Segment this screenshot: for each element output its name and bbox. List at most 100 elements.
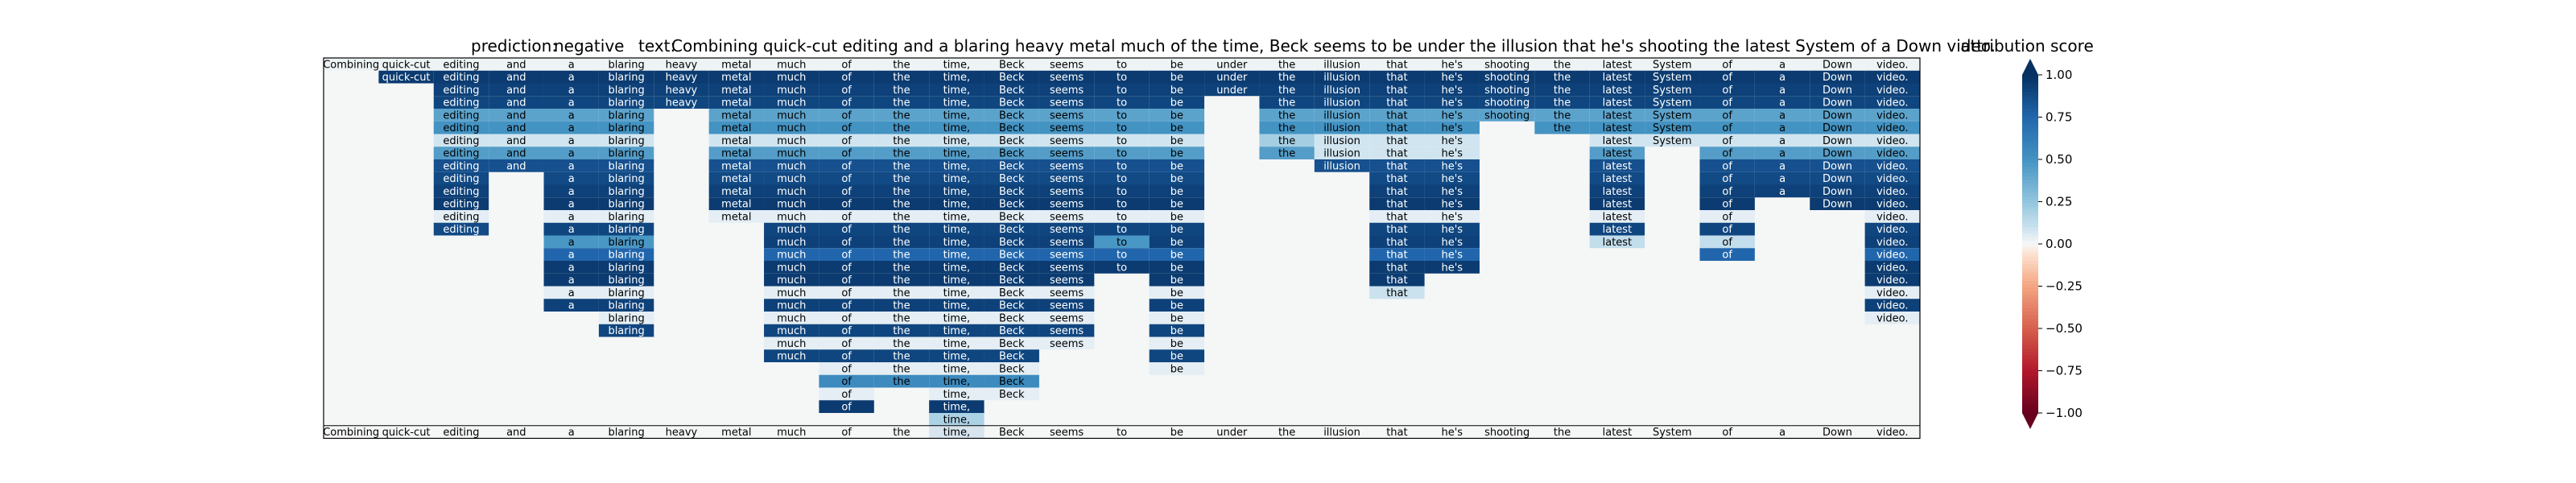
heatmap-cell bbox=[598, 210, 654, 223]
heatmap-cell-label: to bbox=[1117, 173, 1127, 185]
heatmap-cell-label: that bbox=[1386, 148, 1407, 160]
colorbar: 1.00 0.75 0.50 0.25 0.00 −0.25 −0.50 −0.75 −1.00 bbox=[2022, 59, 2083, 429]
heatmap-cell-label: of bbox=[1722, 224, 1732, 236]
heatmap-cell bbox=[543, 222, 599, 236]
heatmap-cell bbox=[598, 171, 654, 185]
heatmap-cell-label: a bbox=[1779, 148, 1785, 160]
heatmap-cell-label: much bbox=[777, 325, 806, 337]
heatmap-cell bbox=[873, 222, 930, 236]
heatmap-cell bbox=[1864, 83, 1920, 97]
chart-title-prediction-value: negative bbox=[554, 36, 624, 56]
heatmap-cell-label: a bbox=[568, 237, 575, 249]
heatmap-cell bbox=[1589, 121, 1645, 134]
heatmap-cell bbox=[708, 83, 765, 97]
heatmap-cell bbox=[873, 273, 930, 287]
heatmap-cell bbox=[1038, 184, 1095, 198]
heatmap-cell bbox=[1149, 312, 1205, 324]
heatmap-cell bbox=[1699, 197, 1755, 210]
heatmap-cell-label: be bbox=[1170, 300, 1183, 312]
heatmap-cell bbox=[929, 147, 985, 159]
heatmap-cell bbox=[873, 147, 930, 159]
heatmap-cell bbox=[433, 109, 489, 122]
heatmap-cell-label: of bbox=[841, 122, 852, 134]
heatmap-cell-label: of bbox=[841, 173, 852, 185]
heatmap-cell-label: he's bbox=[1441, 262, 1463, 274]
colorbar-segment bbox=[2022, 163, 2038, 167]
heatmap-cell bbox=[489, 70, 544, 84]
heatmap-cell-label: of bbox=[841, 376, 852, 388]
heatmap-cell bbox=[1038, 134, 1095, 147]
heatmap-cell-label: blaring bbox=[608, 224, 644, 236]
heatmap-cell-label: the bbox=[1278, 97, 1295, 109]
heatmap-cell bbox=[1534, 121, 1590, 134]
x-tick-label: time, bbox=[943, 427, 971, 439]
heatmap-cell-label: latest bbox=[1603, 135, 1633, 147]
heatmap-cell bbox=[984, 299, 1039, 312]
heatmap-cell bbox=[1699, 184, 1755, 198]
heatmap-cell-label: much bbox=[777, 300, 806, 312]
heatmap-cell-label: a bbox=[568, 59, 575, 71]
heatmap-cell bbox=[598, 286, 654, 299]
colorbar-segment bbox=[2022, 230, 2038, 234]
heatmap-cell bbox=[1424, 248, 1480, 261]
heatmap-cell bbox=[1424, 184, 1480, 198]
heatmap-cell-label: video. bbox=[1876, 85, 1908, 97]
heatmap-cell bbox=[1094, 121, 1150, 134]
heatmap-cell-label: latest bbox=[1603, 148, 1633, 160]
colorbar-extend-bottom bbox=[2022, 413, 2038, 429]
colorbar-segment bbox=[2022, 365, 2038, 369]
heatmap-cell bbox=[1864, 261, 1920, 274]
heatmap-cell bbox=[1314, 70, 1370, 84]
heatmap-cell bbox=[764, 336, 819, 350]
heatmap-cell bbox=[1424, 261, 1480, 274]
heatmap-cell bbox=[929, 109, 985, 122]
heatmap-cell-label: seems bbox=[1050, 287, 1084, 299]
heatmap-cell-label: seems bbox=[1050, 312, 1084, 324]
heatmap-cell bbox=[1645, 109, 1700, 122]
heatmap-cell bbox=[1589, 147, 1645, 159]
heatmap-cell-label: of bbox=[841, 135, 852, 147]
heatmap-cell bbox=[324, 58, 379, 71]
heatmap-cell-label: video. bbox=[1876, 211, 1908, 223]
heatmap-cell-label: the bbox=[893, 300, 910, 312]
heatmap-cell bbox=[873, 312, 930, 324]
heatmap-cell bbox=[654, 96, 709, 109]
heatmap-cell-label: a bbox=[1779, 85, 1785, 97]
heatmap-cell bbox=[708, 197, 765, 210]
colorbar-segment bbox=[2022, 166, 2038, 171]
colorbar-segment bbox=[2022, 109, 2038, 113]
heatmap-cell-label: the bbox=[893, 135, 910, 147]
heatmap-cell bbox=[1314, 58, 1370, 71]
heatmap-cell-label: seems bbox=[1050, 135, 1084, 147]
heatmap-cell-label: time, bbox=[943, 160, 971, 172]
heatmap-cell-label: much bbox=[777, 224, 806, 236]
heatmap-cell bbox=[929, 336, 985, 350]
heatmap-cell bbox=[984, 324, 1039, 337]
heatmap-cell-label: latest bbox=[1603, 224, 1633, 236]
heatmap-cell-label: Beck bbox=[999, 275, 1025, 287]
heatmap-cell bbox=[654, 58, 709, 71]
colorbar-segment bbox=[2022, 278, 2038, 282]
heatmap-cell-label: much bbox=[777, 211, 806, 223]
heatmap-cell-label: Beck bbox=[999, 59, 1025, 71]
heatmap-cell-label: Down bbox=[1823, 122, 1852, 134]
heatmap-cell-label: of bbox=[1722, 109, 1732, 122]
heatmap-cell bbox=[598, 70, 654, 84]
heatmap-cell bbox=[1038, 312, 1095, 324]
colorbar-segment bbox=[2022, 233, 2038, 238]
heatmap-cell bbox=[598, 184, 654, 198]
heatmap-cell-label: that bbox=[1386, 122, 1407, 134]
heatmap-cell-label: of bbox=[841, 72, 852, 84]
heatmap-cell-label: time, bbox=[943, 312, 971, 324]
heatmap-cell-label: he's bbox=[1441, 122, 1463, 134]
heatmap-cell-label: that bbox=[1386, 173, 1407, 185]
heatmap-cell-label: heavy bbox=[666, 85, 698, 97]
heatmap-cell-label: blaring bbox=[608, 148, 644, 160]
heatmap-cell bbox=[1424, 222, 1480, 236]
heatmap-cell-label: time, bbox=[943, 389, 971, 401]
colorbar-tick-label: 0.50 bbox=[2046, 152, 2072, 167]
heatmap-cell-label: he's bbox=[1441, 160, 1463, 172]
heatmap-cell bbox=[873, 374, 930, 388]
heatmap-cell bbox=[1094, 96, 1150, 109]
heatmap-cell bbox=[929, 210, 985, 223]
